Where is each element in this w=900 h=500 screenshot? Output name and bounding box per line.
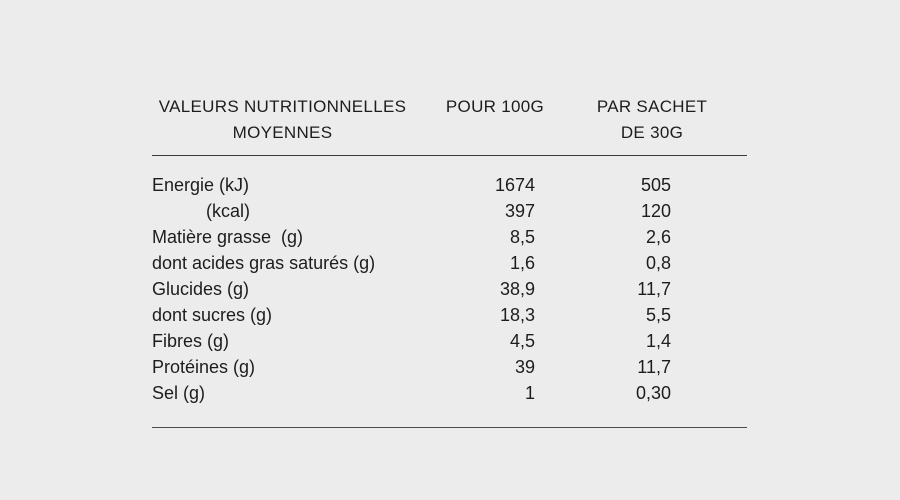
table-row-energie-kj: Energie (kJ) 1674 505 — [152, 172, 747, 198]
row-label: Matière grasse (g) — [152, 227, 304, 247]
table-row-acides-gras-satures: dont acides gras saturés (g) 1,6 0,8 — [152, 250, 747, 276]
table-row-proteines: Protéines (g) 39 11,7 — [152, 354, 747, 380]
row-label: Glucides (g) — [152, 279, 250, 299]
header-col-per-100g: POUR 100G — [413, 94, 577, 146]
table-row-dont-sucres: dont sucres (g) 18,3 5,5 — [152, 302, 747, 328]
row-label: dont acides gras saturés (g) — [152, 253, 376, 273]
table-row-glucides: Glucides (g) 38,9 11,7 — [152, 276, 747, 302]
value-per-sachet: 0,30 — [635, 383, 671, 403]
value-per-sachet: 2,6 — [645, 227, 671, 247]
value-per-100g: 38,9 — [499, 279, 535, 299]
row-label: dont sucres (g) — [152, 305, 273, 325]
header-col-per-sachet: PAR SACHET DE 30G — [577, 94, 747, 146]
value-per-100g: 1 — [524, 383, 535, 403]
table-row-fibres: Fibres (g) 4,5 1,4 — [152, 328, 747, 354]
value-per-sachet: 11,7 — [637, 279, 671, 299]
table-row-energie-kcal: (kcal) 397 120 — [152, 198, 747, 224]
header-col-nutrition-values: VALEURS NUTRITIONNELLES MOYENNES — [152, 94, 413, 146]
header-col-nutrition-values-line2: MOYENNES — [232, 123, 333, 142]
value-per-100g: 1,6 — [509, 253, 535, 273]
table-row-matiere-grasse: Matière grasse (g) 8,5 2,6 — [152, 224, 747, 250]
row-label: Protéines (g) — [152, 357, 256, 377]
table-header: VALEURS NUTRITIONNELLES MOYENNES POUR 10… — [152, 94, 747, 155]
nutrition-table: VALEURS NUTRITIONNELLES MOYENNES POUR 10… — [152, 94, 747, 428]
value-per-100g: 397 — [504, 201, 535, 221]
row-label: (kcal) — [206, 201, 250, 221]
value-per-sachet: 11,7 — [637, 357, 671, 377]
header-col-per-sachet-line1: PAR SACHET — [596, 97, 708, 116]
row-label: Sel (g) — [152, 383, 206, 403]
value-per-sachet: 0,8 — [645, 253, 671, 273]
value-per-sachet: 120 — [640, 201, 671, 221]
table-body: Energie (kJ) 1674 505 (kcal) 397 120 Mat… — [152, 155, 747, 428]
value-per-sachet: 5,5 — [645, 305, 671, 325]
value-per-100g: 18,3 — [499, 305, 535, 325]
header-col-nutrition-values-line1: VALEURS NUTRITIONNELLES — [158, 97, 407, 116]
header-col-per-100g-label: POUR 100G — [445, 97, 545, 116]
value-per-100g: 8,5 — [509, 227, 535, 247]
value-per-100g: 39 — [514, 357, 535, 377]
row-label: Fibres (g) — [152, 331, 230, 351]
row-label: Energie (kJ) — [152, 175, 250, 195]
header-col-per-sachet-line2: DE 30G — [620, 123, 684, 142]
value-per-sachet: 505 — [640, 175, 671, 195]
value-per-100g: 1674 — [494, 175, 535, 195]
value-per-100g: 4,5 — [509, 331, 535, 351]
value-per-sachet: 1,4 — [645, 331, 671, 351]
table-row-sel: Sel (g) 1 0,30 — [152, 380, 747, 406]
